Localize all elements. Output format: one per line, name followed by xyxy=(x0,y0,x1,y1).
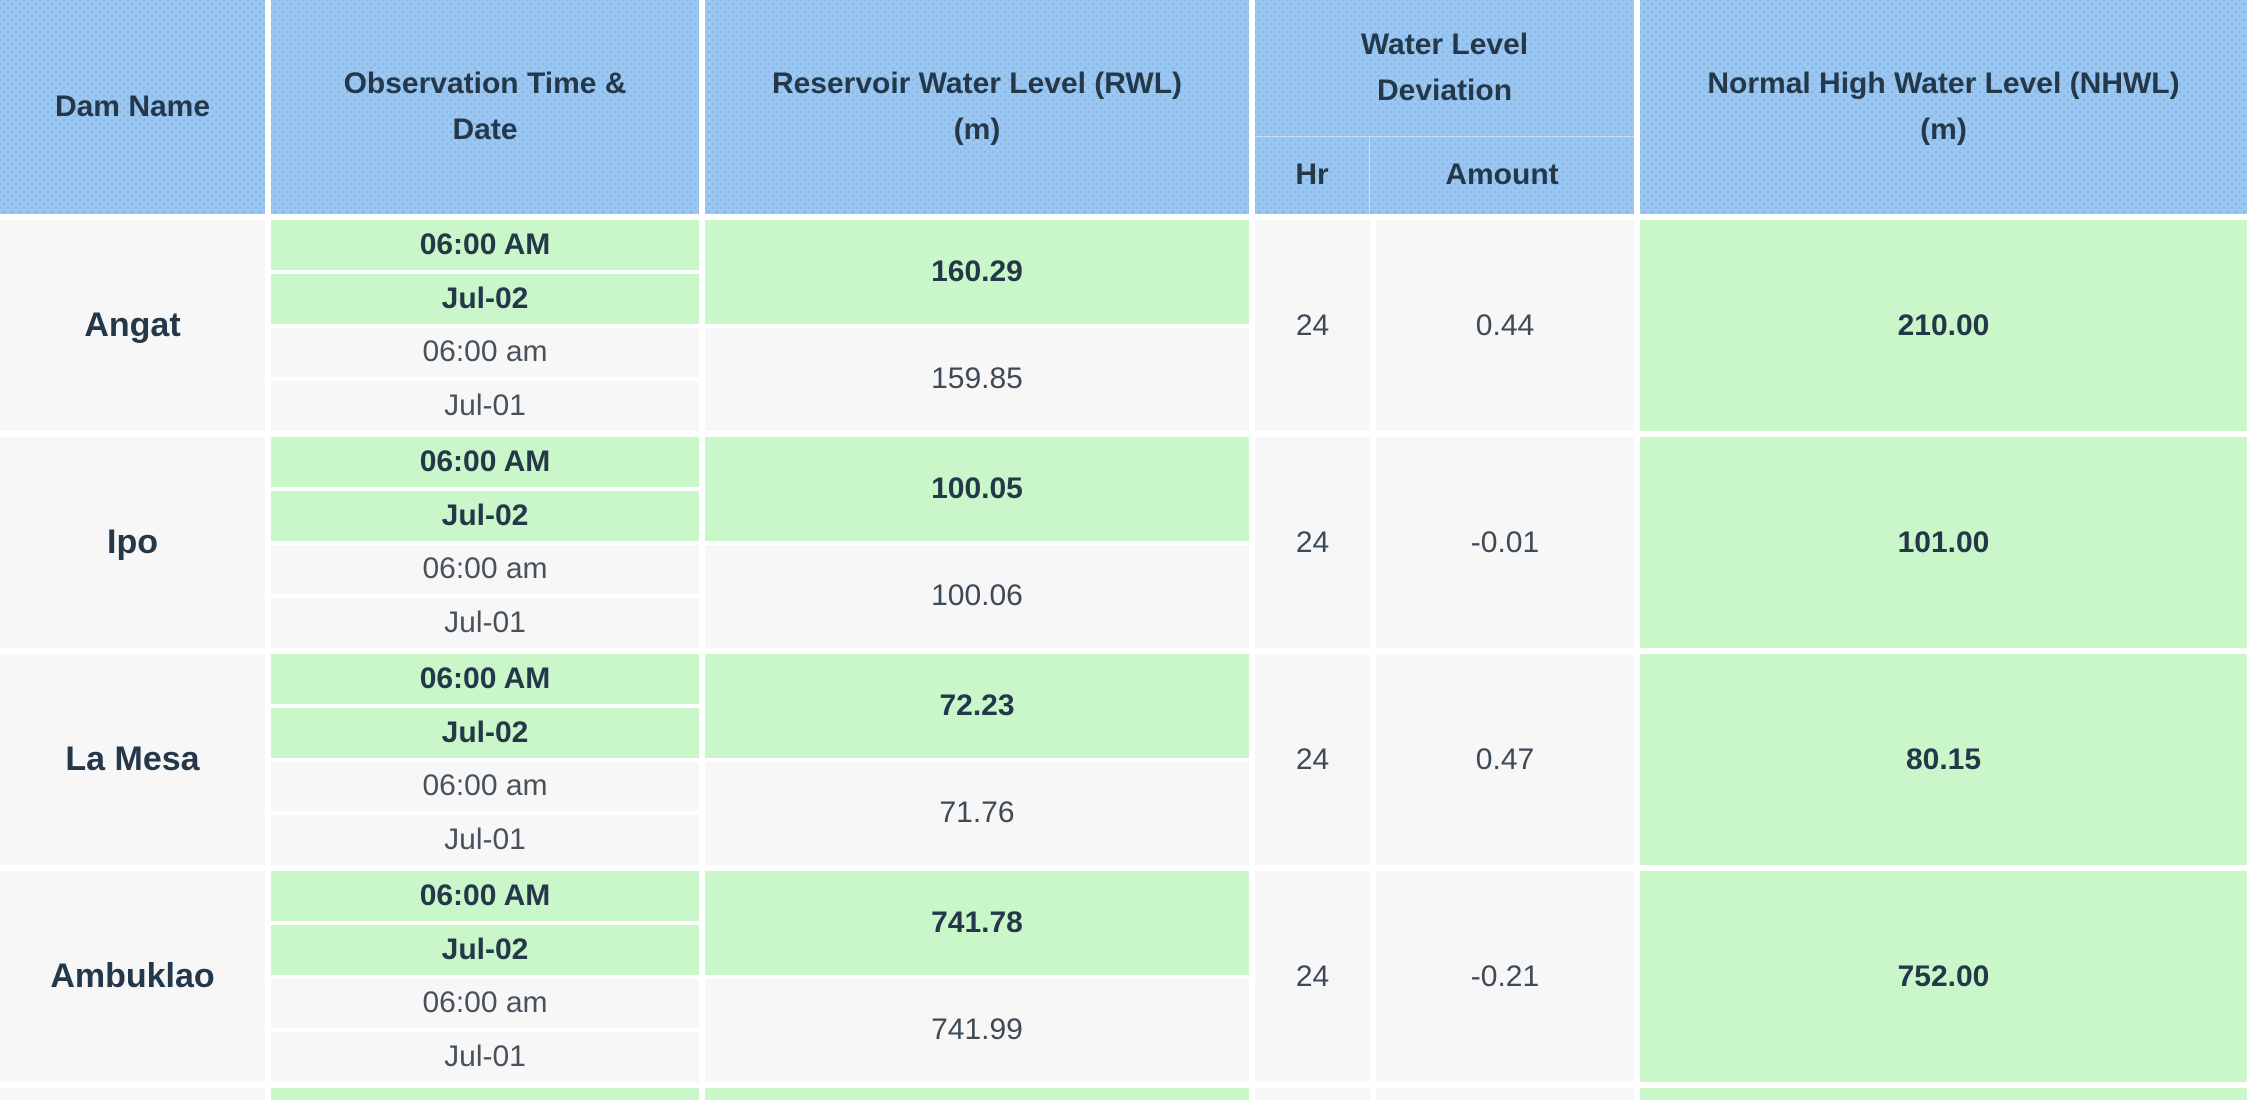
rwl-cell: 100.05 100.06 xyxy=(705,437,1249,648)
current-time-cell: 06:00 AM xyxy=(271,220,699,270)
previous-time-cell: 06:00 am xyxy=(271,327,699,378)
current-time-cell xyxy=(271,1088,699,1100)
header-deviation-hr: Hr xyxy=(1255,137,1370,214)
observation-cell: 06:00 AM Jul-02 06:00 am Jul-01 xyxy=(271,437,699,648)
previous-time-cell: 06:00 am xyxy=(271,544,699,595)
deviation-hr-cell: 24 xyxy=(1255,871,1370,1082)
previous-time-cell: 06:00 am xyxy=(271,761,699,812)
current-rwl-value xyxy=(705,1088,1249,1100)
observation-cell xyxy=(271,1088,699,1100)
deviation-amount-cell: -0.21 xyxy=(1376,871,1634,1082)
nhwl-cell: 210.00 xyxy=(1640,220,2247,431)
previous-rwl-value: 159.85 xyxy=(705,327,1249,431)
header-deviation-subrow: Hr Amount xyxy=(1255,136,1634,214)
current-date-cell: Jul-02 xyxy=(271,707,699,758)
current-date-cell: Jul-02 xyxy=(271,273,699,324)
current-time-cell: 06:00 AM xyxy=(271,654,699,704)
dam-name-cell: Ipo xyxy=(0,437,265,648)
deviation-hr-cell: 24 xyxy=(1255,654,1370,865)
deviation-amount-cell: 0.47 xyxy=(1376,654,1634,865)
dam-name-cell xyxy=(0,1088,265,1100)
dam-name-cell: La Mesa xyxy=(0,654,265,865)
header-observation: Observation Time & Date xyxy=(271,0,699,214)
deviation-hr-cell: 24 xyxy=(1255,437,1370,648)
rwl-cell xyxy=(705,1088,1249,1100)
header-rwl-line2: (m) xyxy=(953,113,1001,146)
header-rwl: Reservoir Water Level (RWL) (m) xyxy=(705,0,1249,214)
rwl-cell: 741.78 741.99 xyxy=(705,871,1249,1082)
header-rwl-line1: Reservoir Water Level (RWL) xyxy=(771,66,1183,100)
previous-time-cell: 06:00 am xyxy=(271,978,699,1029)
current-rwl-value: 741.78 xyxy=(705,871,1249,975)
deviation-amount-cell: -0.01 xyxy=(1376,437,1634,648)
previous-date-cell: Jul-01 xyxy=(271,1032,699,1082)
previous-date-cell: Jul-01 xyxy=(271,815,699,865)
rwl-cell: 72.23 71.76 xyxy=(705,654,1249,865)
current-time-cell: 06:00 AM xyxy=(271,871,699,921)
current-date-cell: Jul-02 xyxy=(271,924,699,975)
nhwl-cell: 752.00 xyxy=(1640,871,2247,1082)
previous-rwl-value: 741.99 xyxy=(705,978,1249,1082)
dam-name-cell: Ambuklao xyxy=(0,871,265,1082)
header-nhwl: Normal High Water Level (NHWL) (m) xyxy=(1640,0,2247,214)
deviation-hr-cell: 24 xyxy=(1255,220,1370,431)
deviation-hr-cell xyxy=(1255,1088,1370,1100)
header-deviation-group: Water Level Deviation Hr Amount xyxy=(1255,0,1634,214)
deviation-amount-cell: 0.44 xyxy=(1376,220,1634,431)
header-deviation-amount: Amount xyxy=(1445,158,1559,192)
nhwl-cell xyxy=(1640,1088,2247,1100)
header-deviation-line2: Deviation xyxy=(1376,74,1513,107)
previous-rwl-value: 71.76 xyxy=(705,761,1249,865)
header-observation-line1: Observation Time & xyxy=(343,66,627,100)
previous-date-cell: Jul-01 xyxy=(271,381,699,431)
header-dam-name-label: Dam Name xyxy=(54,89,211,123)
current-rwl-value: 72.23 xyxy=(705,654,1249,758)
header-deviation-title: Water Level Deviation xyxy=(1255,0,1634,136)
nhwl-cell: 80.15 xyxy=(1640,654,2247,865)
header-deviation-line1: Water Level xyxy=(1360,27,1529,61)
previous-date-cell: Jul-01 xyxy=(271,598,699,648)
deviation-amount-cell xyxy=(1376,1088,1634,1100)
rwl-cell: 160.29 159.85 xyxy=(705,220,1249,431)
observation-cell: 06:00 AM Jul-02 06:00 am Jul-01 xyxy=(271,871,699,1082)
previous-rwl-value: 100.06 xyxy=(705,544,1249,648)
header-nhwl-line1: Normal High Water Level (NHWL) xyxy=(1707,66,2180,100)
observation-cell: 06:00 AM Jul-02 06:00 am Jul-01 xyxy=(271,220,699,431)
header-nhwl-line2: (m) xyxy=(1920,113,1967,146)
current-rwl-value: 160.29 xyxy=(705,220,1249,324)
header-dam-name: Dam Name xyxy=(0,0,265,214)
current-rwl-value: 100.05 xyxy=(705,437,1249,541)
header-observation-line2: Date xyxy=(452,113,518,146)
dam-name-cell: Angat xyxy=(0,220,265,431)
current-time-cell: 06:00 AM xyxy=(271,437,699,487)
observation-cell: 06:00 AM Jul-02 06:00 am Jul-01 xyxy=(271,654,699,865)
nhwl-cell: 101.00 xyxy=(1640,437,2247,648)
current-date-cell: Jul-02 xyxy=(271,490,699,541)
